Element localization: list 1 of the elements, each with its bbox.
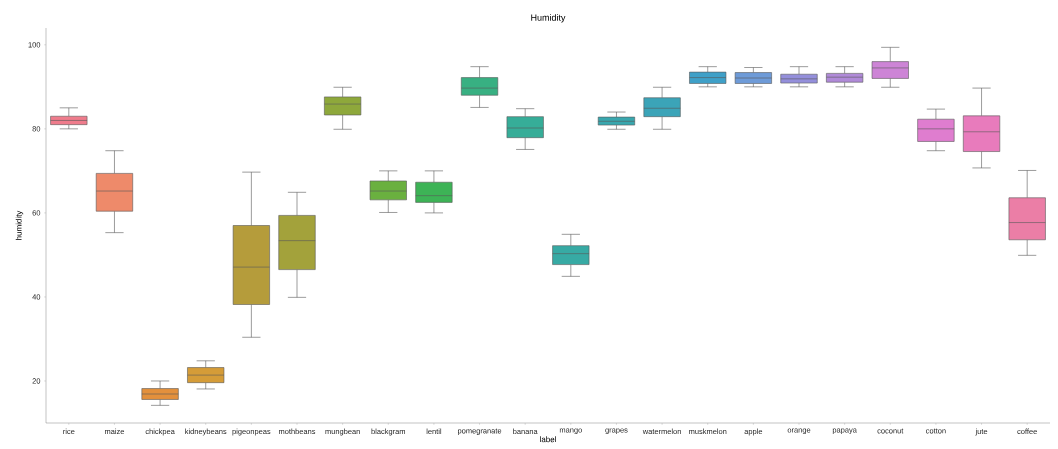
chart-title: Humidity <box>531 14 566 23</box>
